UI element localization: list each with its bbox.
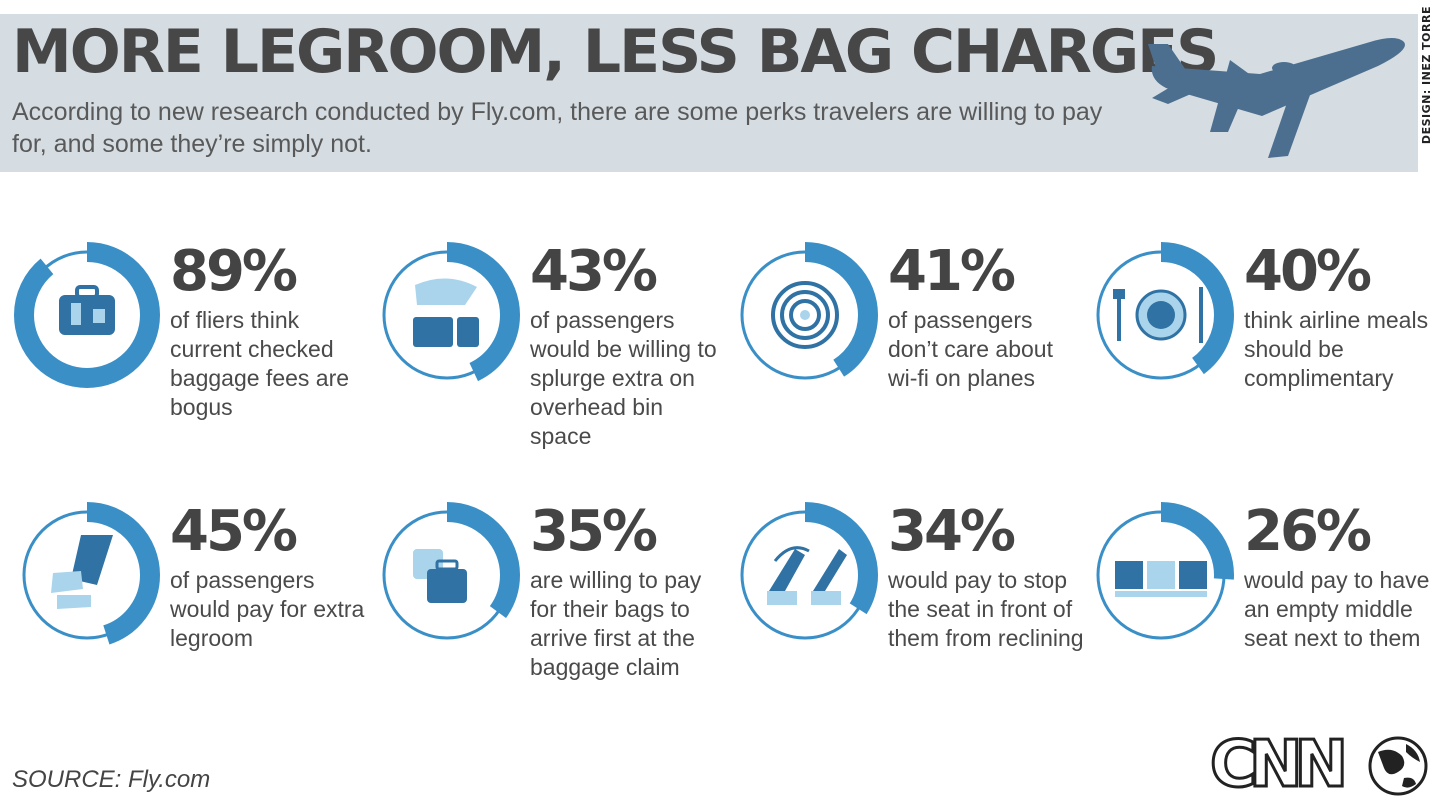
infographic-title: MORE LEGROOM, LESS BAG CHARGES [12, 17, 1219, 87]
stat-card: 35% are willing to pay for their bags to … [372, 500, 722, 730]
stat-card: 34% would pay to stop the seat in front o… [730, 499, 1084, 730]
stacked-bags-icon [413, 549, 467, 603]
overhead-bin-icon [413, 278, 479, 347]
donut-arc [1088, 502, 1234, 648]
stat-description: of fliers think current checked baggage … [170, 307, 350, 420]
stat-description: would pay to stop the seat in front of t… [888, 567, 1084, 651]
header-banner: MORE LEGROOM, LESS BAG CHARGES According… [0, 14, 1418, 172]
stat-description: think airline meals should be compliment… [1244, 307, 1429, 391]
percentage-donut [732, 502, 878, 648]
stat-percentage: 40% [1244, 239, 1372, 304]
design-credit: DESIGN: INEZ TORRE [1420, 6, 1433, 145]
svg-text:CNN: CNN [1210, 728, 1343, 798]
stat-card: 40% think airline meals should be complim… [1086, 240, 1436, 470]
wifi-icon [771, 281, 839, 349]
donut-arc [732, 242, 878, 388]
percentage-donut [374, 502, 520, 648]
stat-percentage: 34% [888, 499, 1016, 564]
three-seats-icon [1115, 561, 1207, 597]
stat-card: 43% of passengers would be willing to spl… [372, 240, 722, 470]
stat-percentage: 89% [170, 239, 298, 304]
reclining-seat-icon [767, 546, 847, 605]
airplane-icon [1148, 38, 1405, 158]
percentage-donut [732, 242, 878, 388]
stat-percentage: 35% [530, 499, 658, 564]
cnn-logo: CNN [1209, 727, 1428, 798]
percentage-donut [374, 242, 520, 388]
stat-percentage: 45% [170, 499, 298, 564]
stat-percentage: 26% [1244, 499, 1372, 564]
percentage-donut [14, 242, 160, 388]
donut-arc [374, 242, 520, 388]
stat-percentage: 41% [888, 239, 1016, 304]
stat-description: of passengers don’t care about wi-fi on … [888, 307, 1053, 391]
infographic-subtitle: According to new research conducted by F… [12, 98, 1103, 158]
globe-icon [1368, 736, 1428, 796]
donut-arc [1088, 242, 1234, 388]
percentage-donut [1088, 242, 1234, 388]
donut-arc [732, 502, 878, 648]
stat-card: 89% of fliers think current checked bagga… [12, 240, 362, 470]
stat-percentage: 43% [530, 239, 658, 304]
source-note: SOURCE: Fly.com [12, 766, 211, 793]
stat-description: are willing to pay for their bags to arr… [530, 567, 702, 680]
donut-arc [14, 502, 160, 648]
stat-description: would pay to have an empty middle seat n… [1244, 567, 1430, 651]
percentage-donut [1088, 502, 1234, 648]
stat-card: 45% of passengers would pay for extra leg… [12, 499, 364, 730]
legs-icon [51, 535, 113, 609]
stat-description: of passengers would pay for extra legroo… [170, 567, 365, 651]
donut-arc [374, 502, 520, 648]
stat-card: 41% of passengers don’t care about wi-fi … [730, 240, 1080, 470]
plate-utensils-icon [1113, 287, 1203, 343]
percentage-donut [14, 502, 160, 648]
stat-description: of passengers would be willing to splurg… [530, 307, 717, 449]
suitcase-icon [59, 285, 115, 335]
donut-arc [14, 242, 160, 388]
stat-card: 26% would pay to have an empty middle sea… [1086, 500, 1436, 730]
